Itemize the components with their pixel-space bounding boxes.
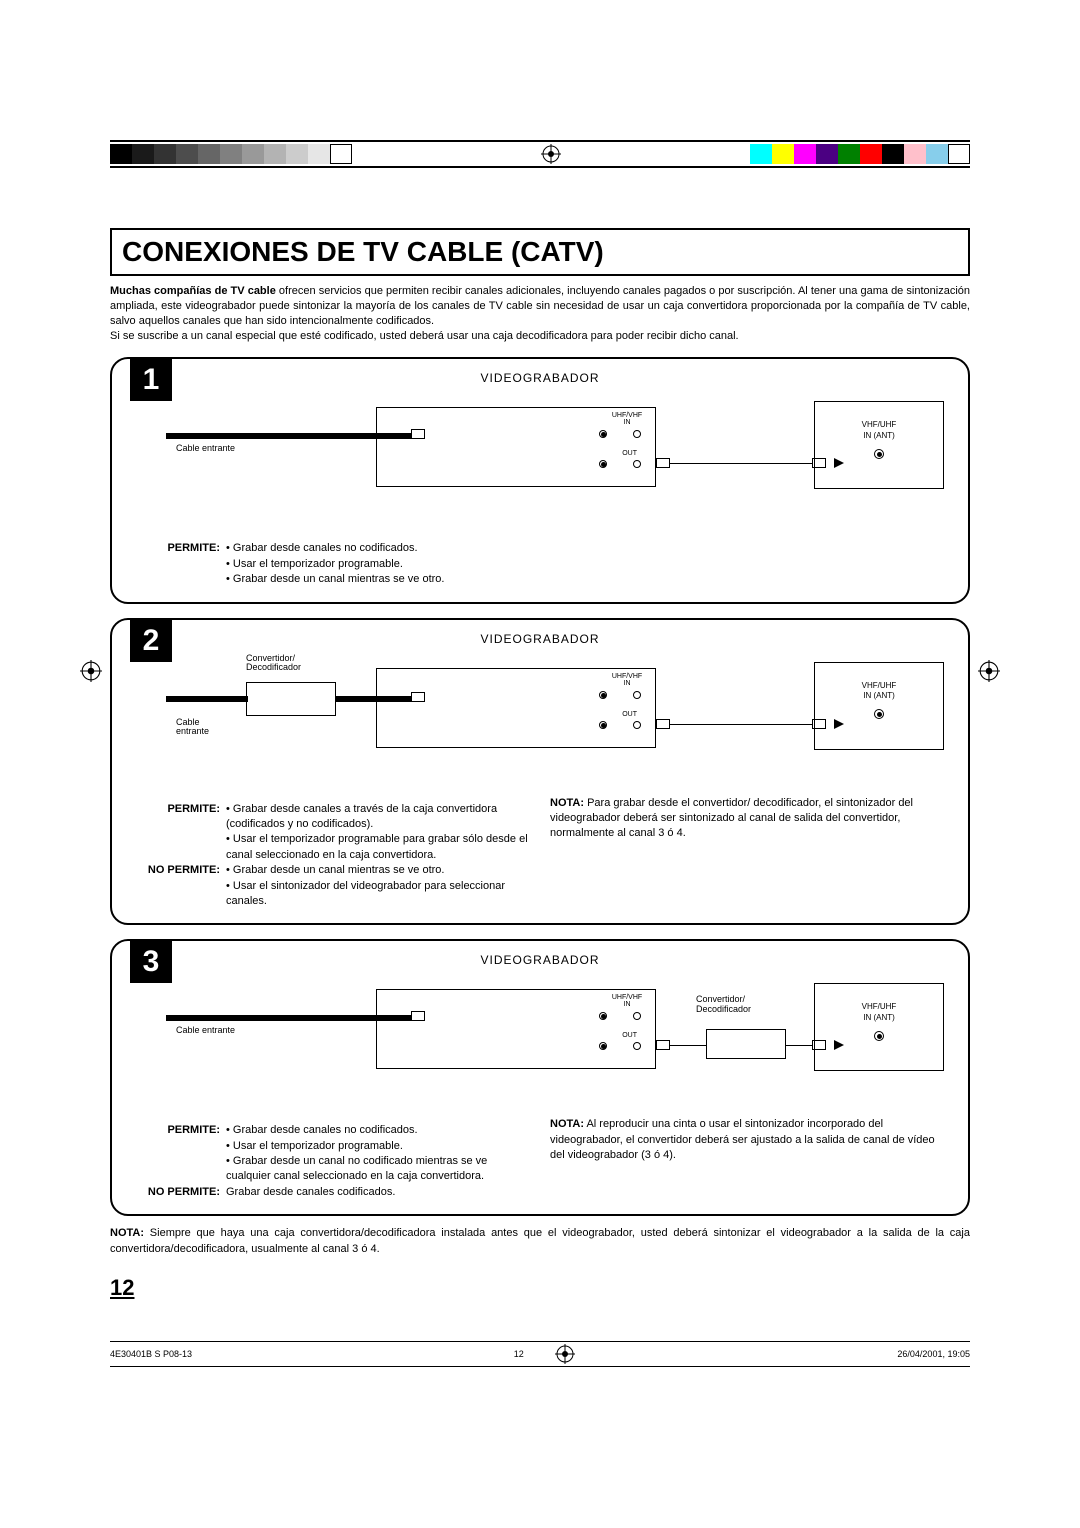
intro-bold: Muchas compañías de TV cable <box>110 285 276 297</box>
intro-line2: Si se suscribe a un canal especial que e… <box>110 330 739 342</box>
decoder-label: Convertidor/Decodificador <box>696 995 751 1015</box>
panel1-permite: PERMITE:• Grabar desde canales no codifi… <box>136 541 944 587</box>
panel-number: 1 <box>130 359 172 401</box>
diagram-2: UHF/VHFIN OUT Convertidor/Decodificador … <box>186 646 944 796</box>
footer-bar: 4E30401B S P08-13 12 26/04/2001, 19:05 <box>110 1341 970 1367</box>
tv-box: VHF/UHF IN (ANT) <box>814 401 944 489</box>
registration-mark-top <box>540 144 562 164</box>
panel2-note: NOTA: Para grabar desde el convertidor/ … <box>550 796 944 910</box>
diagram-3: UHF/VHFIN OUT Cable entrante Convertidor… <box>186 967 944 1117</box>
decoder-label: Convertidor/Decodificador <box>246 654 301 674</box>
tv-box: VHF/UHF IN (ANT) <box>814 983 944 1071</box>
page-title: CONEXIONES DE TV CABLE (CATV) <box>110 228 970 276</box>
panel-number: 2 <box>130 620 172 662</box>
vcr-label: VIDEOGRABADOR <box>136 371 944 385</box>
vcr-label: VIDEOGRABADOR <box>136 953 944 967</box>
footer-center: 12 <box>514 1349 524 1359</box>
decoder-box <box>246 682 336 716</box>
panel3-permite: PERMITE:• Grabar desde canales no codifi… <box>136 1123 530 1200</box>
decoder-box <box>706 1029 786 1059</box>
panel3-note: NOTA: Al reproducir una cinta o usar el … <box>550 1117 944 1200</box>
footer-left: 4E30401B S P08-13 <box>110 1349 192 1359</box>
registration-mark-bottom <box>554 1344 576 1364</box>
tv-box: VHF/UHF IN (ANT) <box>814 662 944 750</box>
registration-mark-left <box>80 660 102 685</box>
panel2-permite: PERMITE:• Grabar desde canales a través … <box>136 802 530 910</box>
intro-paragraph: Muchas compañías de TV cable ofrecen ser… <box>110 284 970 343</box>
final-note: NOTA: Siempre que haya una caja converti… <box>110 1226 970 1257</box>
connection-panel-3: 3 VIDEOGRABADOR UHF/VHFIN OUT Cable entr… <box>110 939 970 1216</box>
panel-number: 3 <box>130 941 172 983</box>
page-number: 12 <box>110 1275 970 1301</box>
connection-panel-1: 1 VIDEOGRABADOR UHF/VHFIN OUT Cable entr… <box>110 357 970 603</box>
cable-in-label: Cableentrante <box>176 718 209 738</box>
cable-in-label: Cable entrante <box>176 443 235 453</box>
printer-calibration-bar <box>110 140 970 168</box>
cable-in-label: Cable entrante <box>176 1025 235 1035</box>
footer-right: 26/04/2001, 19:05 <box>897 1349 970 1359</box>
vcr-label: VIDEOGRABADOR <box>136 632 944 646</box>
vcr-box: UHF/VHFIN OUT <box>376 668 656 748</box>
diagram-1: UHF/VHFIN OUT Cable entrante VHF/UHF <box>186 385 944 535</box>
registration-mark-right <box>978 660 1000 685</box>
vcr-box: UHF/VHFIN OUT <box>376 989 656 1069</box>
vcr-box: UHF/VHFIN OUT <box>376 407 656 487</box>
connection-panel-2: 2 VIDEOGRABADOR UHF/VHFIN OUT Convertido… <box>110 618 970 926</box>
